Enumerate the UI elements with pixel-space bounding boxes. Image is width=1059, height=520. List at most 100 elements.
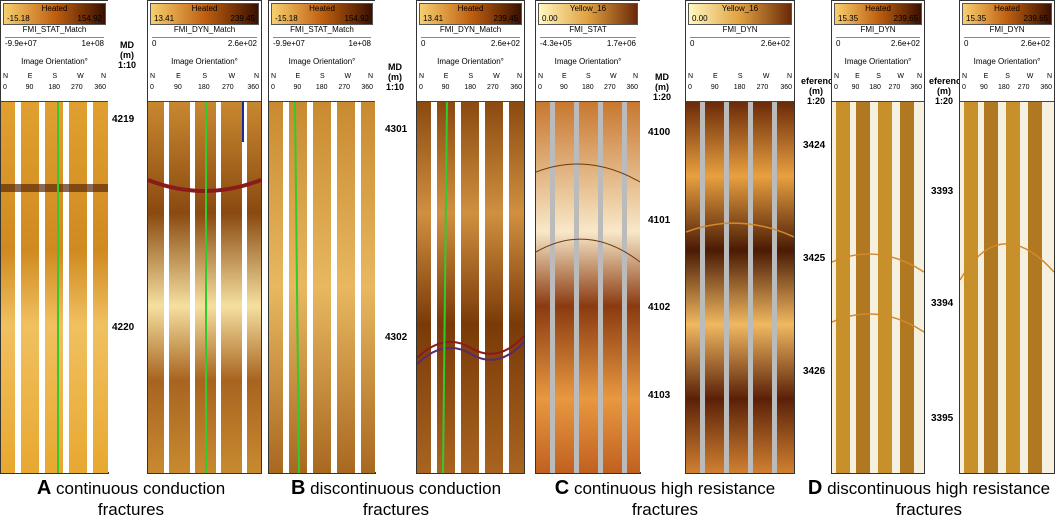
caption-line1: discontinuous conduction — [310, 479, 502, 498]
caption-d: D discontinuous high resistance fractures — [801, 478, 1057, 520]
colorbar: Yellow_16 0.00 — [538, 3, 638, 25]
tick-e: E — [712, 73, 718, 80]
tick-n2: N — [916, 73, 922, 80]
colormap-name: Heated — [41, 4, 68, 13]
tick-e: E — [855, 73, 860, 80]
orientation-label: Image Orientation° — [554, 57, 622, 66]
track-b-dyn: Heated 13.41 239.45 FMI_DYN_Match 0 2.6e+… — [416, 0, 525, 474]
range-max: 1e+08 — [81, 39, 104, 48]
curve-name: FMI_DYN_Match — [439, 25, 502, 34]
tick-s: S — [468, 73, 474, 80]
borehole-image — [269, 102, 375, 473]
tick-n2: N — [632, 73, 638, 80]
caption-line2: fractures — [631, 500, 699, 519]
colorbar-max: 239.65 — [1023, 14, 1048, 23]
colorbar-min: 0.00 — [692, 14, 708, 23]
tick-s: S — [52, 73, 58, 80]
curve-name: FMI_DYN — [860, 25, 896, 34]
borehole-image — [686, 102, 794, 473]
curve-name: FMI_STAT — [569, 25, 607, 34]
caption-line1: continuous high resistance — [573, 479, 776, 498]
tick-s: S — [737, 73, 743, 80]
range: 0 2.6e+02 — [964, 37, 1050, 48]
tick-n2: N — [786, 73, 792, 80]
tick-270: 270 — [604, 84, 616, 91]
tick-w: W — [493, 73, 500, 80]
tick-180: 180 — [48, 84, 60, 91]
depth-track: MD (m) 1:20 4100 4101 4102 4103 — [640, 0, 684, 472]
tick-180: 180 — [197, 84, 210, 91]
colorbar-min: 15.35 — [838, 14, 859, 23]
tick-180: 180 — [998, 84, 1010, 91]
track-header: Heated 13.41 239.45 FMI_DYN_Match 0 2.6e+… — [148, 1, 261, 102]
range-min: 0 — [836, 39, 841, 48]
depth-scale: 1:20 — [652, 92, 671, 102]
depth-label: 3393 — [931, 186, 954, 197]
colorbar: Heated 15.35 239.65 — [834, 3, 922, 25]
tick-s: S — [202, 73, 207, 80]
tick-180: 180 — [315, 84, 328, 91]
colormap-name: Heated — [191, 4, 218, 13]
range: -9.9e+07 1e+08 — [5, 37, 104, 48]
tick-270: 270 — [338, 84, 350, 91]
range: 0 2.6e+02 — [152, 37, 257, 48]
tick-n: N — [538, 73, 544, 80]
tick-270: 270 — [70, 84, 83, 91]
depth-unit: (m) — [809, 86, 823, 96]
colorbar-min: 15.35 — [966, 14, 987, 23]
colorbar: Heated 13.41 239.45 — [150, 3, 259, 25]
range-min: 0 — [964, 39, 969, 48]
depth-scale: 1:10 — [385, 82, 404, 92]
caption-b: B discontinuous conduction fractures — [268, 478, 524, 520]
tick-180: 180 — [582, 84, 594, 91]
colorbar: Heated 13.41 239.45 — [419, 3, 522, 25]
range: 0 2.6e+02 — [836, 37, 920, 48]
range-max: 2.6e+02 — [1020, 39, 1050, 48]
curve-name: FMI_DYN — [989, 25, 1025, 34]
depth-label: 3394 — [931, 298, 954, 309]
track-header: Yellow_16 0.00 FMI_DYN 0 2.6e+02 N E S W N 0 9… — [686, 1, 794, 102]
tick-90: 90 — [173, 84, 182, 91]
tick-0: 0 — [962, 84, 966, 91]
colormap-name: Heated — [865, 4, 891, 13]
track-a-stat: Heated -15.18 154.92 FMI_STAT_Match -9.9… — [0, 0, 109, 474]
caption-line2: fractures — [895, 500, 963, 519]
orientation-ticks: N E S W N 0 90 180 270 360 — [3, 73, 106, 97]
track-c-dyn: Yellow_16 0.00 FMI_DYN 0 2.6e+02 N E S W N 0 9… — [685, 0, 795, 474]
range-max: 2.6e+02 — [490, 39, 520, 48]
tick-s: S — [876, 73, 881, 80]
depth-label: 3395 — [931, 413, 954, 424]
range-max: 2.6e+02 — [890, 39, 920, 48]
track-header: Yellow_16 0.00 FMI_STAT -4.3e+05 1.7e+06 … — [536, 1, 640, 102]
tick-e: E — [443, 73, 449, 80]
tick-360: 360 — [94, 84, 106, 91]
range-max: 2.6e+02 — [760, 39, 790, 48]
orientation-label: Image Orientation° — [21, 57, 88, 66]
orientation-ticks: N E S W N 0 90 180 270 360 — [538, 73, 638, 97]
depth-track: eferenc (m) 1:20 3393 3394 3395 — [929, 0, 962, 472]
tick-90: 90 — [293, 84, 302, 91]
depth-title: eferenc — [929, 76, 962, 86]
caption-line2: fractures — [97, 500, 165, 519]
colorbar-max: 154.92 — [344, 14, 369, 23]
orientation-label: Image Orientation° — [973, 57, 1041, 66]
tick-180: 180 — [464, 84, 476, 91]
tick-e: E — [295, 73, 301, 80]
tick-s: S — [1005, 73, 1010, 80]
tick-270: 270 — [486, 84, 499, 91]
tick-270: 270 — [756, 84, 769, 91]
track-c-stat: Yellow_16 0.00 FMI_STAT -4.3e+05 1.7e+06 … — [535, 0, 641, 474]
track-d-dyn-2: Heated 15.35 239.65 FMI_DYN 0 2.6e+02 Ima… — [959, 0, 1055, 474]
depth-title: MD — [388, 62, 402, 72]
orientation-ticks: N E S W N 0 90 180 270 360 — [962, 73, 1052, 97]
colormap-name: Heated — [309, 4, 335, 13]
tick-w: W — [610, 73, 617, 80]
colorbar: Heated -15.18 154.92 — [3, 3, 106, 25]
orientation-label: Image Orientation° — [171, 57, 238, 66]
tick-270: 270 — [1017, 84, 1030, 91]
depth-label: 4103 — [648, 390, 671, 401]
tick-w: W — [228, 73, 236, 80]
curve-name: FMI_STAT_Match — [22, 25, 87, 34]
tick-90: 90 — [980, 84, 988, 91]
depth-label: 4302 — [385, 332, 408, 343]
